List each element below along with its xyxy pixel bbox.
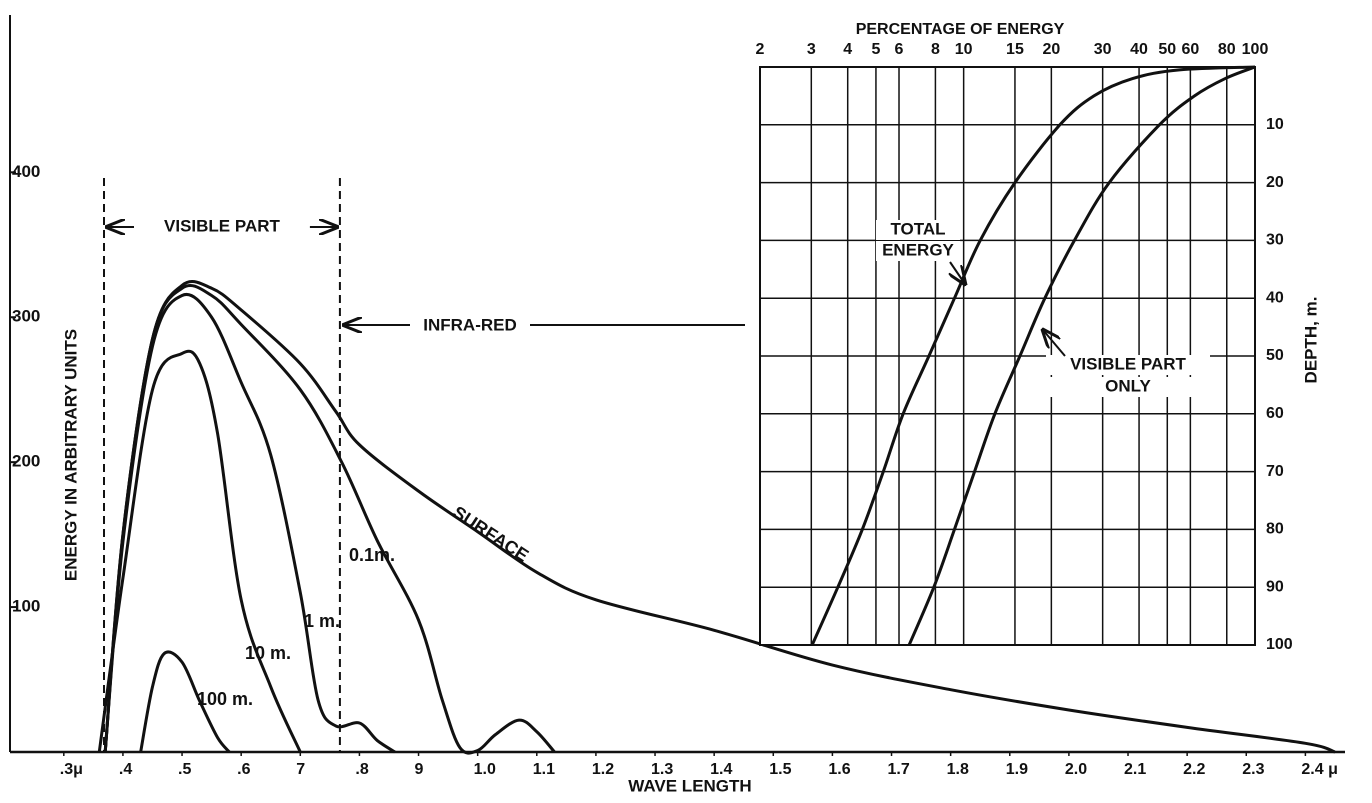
- y-axis-label: DEPTH, m.: [1301, 297, 1320, 384]
- y-tick-label: 200: [12, 452, 40, 471]
- y-tick-label: 10: [1266, 116, 1284, 133]
- x-tick-label: 2.2: [1183, 761, 1205, 778]
- y-tick-label: 30: [1266, 232, 1284, 249]
- y-tick-label: 70: [1266, 463, 1284, 480]
- x-tick-label: 1.6: [828, 761, 850, 778]
- label-bg: [876, 220, 960, 240]
- x-tick-label: 5: [871, 41, 880, 58]
- x-tick-label: .6: [237, 761, 250, 778]
- x-tick-label: 9: [415, 761, 424, 778]
- annotation: VISIBLE PART: [164, 216, 280, 235]
- y-tick-label: 300: [12, 307, 40, 326]
- x-tick-label: 1.2: [592, 761, 614, 778]
- x-tick-label: .3μ: [60, 761, 83, 778]
- x-tick-label: 6: [895, 41, 904, 58]
- y-tick-label: 100: [12, 597, 40, 616]
- x-axis-label: WAVE LENGTH: [628, 776, 751, 795]
- x-tick-label: 1.0: [474, 761, 496, 778]
- x-tick-label: 50: [1158, 41, 1176, 58]
- y-tick-label: 40: [1266, 289, 1284, 306]
- inset-title: PERCENTAGE OF ENERGY: [856, 21, 1065, 38]
- x-tick-label: 2.0: [1065, 761, 1087, 778]
- curve-label: SURFACE: [449, 502, 532, 566]
- x-tick-label: 80: [1218, 41, 1236, 58]
- x-tick-label: 2.4 μ: [1301, 761, 1337, 778]
- x-tick-label: .8: [355, 761, 368, 778]
- x-tick-label: 1.7: [888, 761, 910, 778]
- y-tick-label: 50: [1266, 347, 1284, 364]
- x-tick-label: 1.9: [1006, 761, 1028, 778]
- x-tick-label: .5: [178, 761, 191, 778]
- x-tick-label: 20: [1042, 41, 1060, 58]
- curve: [139, 650, 231, 753]
- x-tick-label: 1.1: [533, 761, 555, 778]
- x-tick-label: 2: [756, 41, 765, 58]
- curve: [810, 65, 1256, 646]
- x-tick-label: 7: [296, 761, 305, 778]
- x-tick-label: 3: [807, 41, 816, 58]
- curve-label: 10 m.: [245, 643, 291, 663]
- x-tick-label: 1.5: [769, 761, 791, 778]
- curve-label: 100 m.: [197, 689, 253, 709]
- x-tick-label: 2.1: [1124, 761, 1146, 778]
- x-tick-label: 40: [1130, 41, 1148, 58]
- curve-label: 1 m.: [304, 611, 340, 631]
- curve-label: ENERGY: [882, 240, 954, 259]
- label-bg: [876, 241, 960, 261]
- x-tick-label: 60: [1181, 41, 1199, 58]
- x-tick-label: 8: [931, 41, 940, 58]
- curve-label: 0.1m.: [349, 545, 395, 565]
- x-tick-label: 1.3: [651, 761, 673, 778]
- y-tick-label: 100: [1266, 636, 1293, 653]
- x-tick-label: 100: [1242, 41, 1269, 58]
- curve-label: ONLY: [1105, 376, 1151, 395]
- x-tick-label: 2.3: [1242, 761, 1264, 778]
- x-tick-label: 4: [843, 41, 852, 58]
- label-bg: [1046, 377, 1210, 397]
- y-axis-label: ENERGY IN ARBITRARY UNITS: [61, 329, 80, 581]
- annotation: INFRA-RED: [423, 315, 517, 334]
- label-bg: [1046, 355, 1210, 375]
- x-tick-label: 10: [955, 41, 973, 58]
- x-tick-label: 1.8: [947, 761, 969, 778]
- curve: [907, 65, 1256, 646]
- y-tick-label: 20: [1266, 174, 1284, 191]
- y-tick-label: 90: [1266, 578, 1284, 595]
- curve-label: TOTAL: [890, 219, 945, 238]
- y-tick-label: 80: [1266, 521, 1284, 538]
- curve-label: VISIBLE PART: [1070, 354, 1186, 373]
- x-tick-label: 15: [1006, 41, 1024, 58]
- x-tick-label: 1.4: [710, 761, 732, 778]
- curve: [103, 292, 396, 754]
- arrow: [1043, 330, 1066, 357]
- y-tick-label: 400: [12, 162, 40, 181]
- arrow: [950, 261, 965, 284]
- x-tick-label: 30: [1094, 41, 1112, 58]
- x-tick-label: .4: [119, 761, 132, 778]
- curve: [97, 349, 302, 753]
- y-tick-label: 60: [1266, 405, 1284, 422]
